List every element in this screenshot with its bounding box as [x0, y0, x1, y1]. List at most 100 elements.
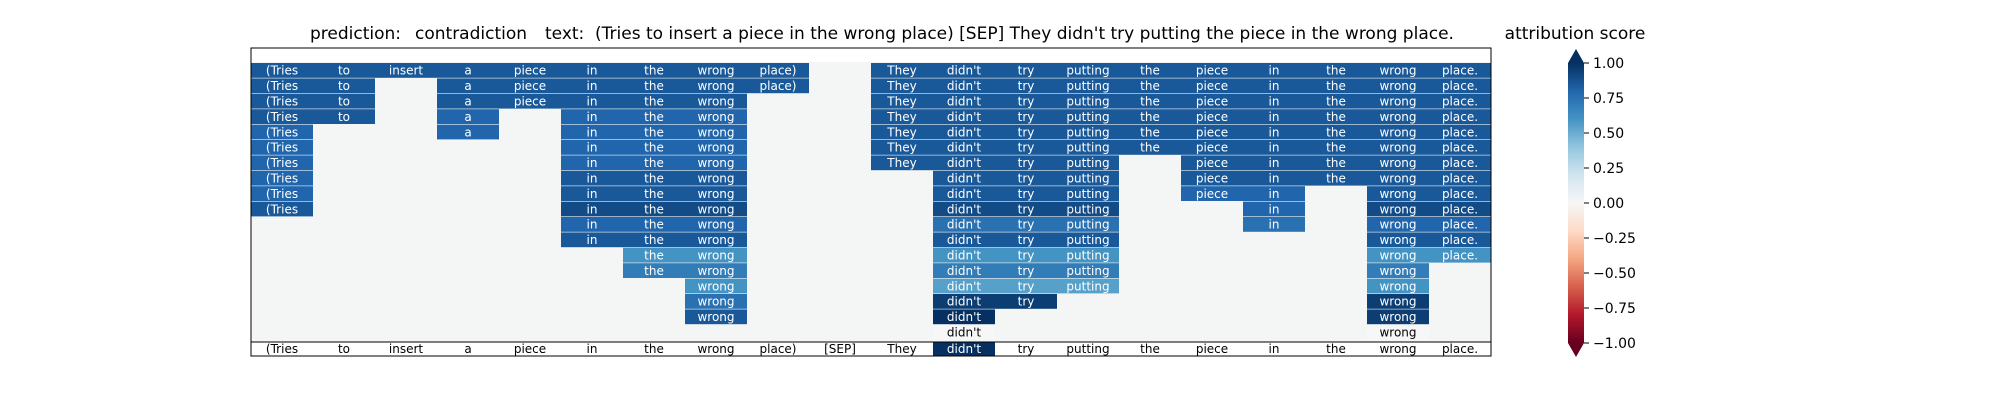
- colorbar-tick-label: −0.50: [1593, 266, 1636, 282]
- bottom-token-label: wrong: [1379, 342, 1416, 356]
- heatmap-cell: [995, 294, 1057, 309]
- heatmap-cell-label: try: [1018, 141, 1035, 155]
- heatmap-cell: [933, 263, 995, 278]
- heatmap-cell-label: wrong: [697, 202, 734, 216]
- heatmap-cell-label: putting: [1066, 110, 1109, 124]
- heatmap-cell: [1119, 63, 1181, 78]
- bottom-token-label: to: [338, 342, 350, 356]
- heatmap-cell-label: the: [644, 95, 664, 109]
- bottom-token-cell: [1181, 342, 1243, 356]
- heatmap-cell: [251, 78, 313, 94]
- heatmap-cell-label: in: [587, 187, 598, 201]
- heatmap-cell: [623, 201, 685, 217]
- heatmap-cell: [561, 124, 623, 140]
- heatmap-cell-label: the: [1326, 172, 1346, 186]
- heatmap-cell-label: a: [464, 110, 471, 124]
- bottom-token-cell: [871, 342, 933, 356]
- heatmap-cell: [623, 140, 685, 155]
- colorbar-tick-label: 0.50: [1593, 126, 1624, 142]
- heatmap-cell-label: wrong: [1379, 125, 1416, 139]
- bottom-token-cell: [995, 342, 1057, 356]
- heatmap-cell-label: the: [644, 233, 664, 247]
- heatmap-cell-label: try: [1018, 249, 1035, 263]
- bottom-token-cell: [747, 342, 809, 356]
- heatmap-cell: [995, 124, 1057, 140]
- bottom-token-cell: [623, 342, 685, 356]
- heatmap-cell: [1305, 93, 1367, 109]
- heatmap-cell: [933, 78, 995, 94]
- heatmap-cell: [1367, 324, 1429, 340]
- heatmap-cell-label: They: [886, 110, 916, 124]
- heatmap-cell: [1367, 217, 1429, 232]
- heatmap-cell: [685, 217, 747, 232]
- heatmap-cell: [685, 294, 747, 309]
- heatmap-cell-label: the: [1326, 95, 1346, 109]
- heatmap-cell-label: the: [1326, 141, 1346, 155]
- heatmap-cell: [561, 201, 623, 217]
- colorbar-extend-bottom: [1568, 343, 1584, 357]
- bottom-token-label: place.: [1442, 342, 1478, 356]
- heatmap-cell: [1057, 201, 1119, 217]
- heatmap-cell-label: in: [1269, 141, 1280, 155]
- heatmap-frame: [250, 47, 1492, 357]
- heatmap-cell-label: wrong: [697, 79, 734, 93]
- prediction-value: contradiction: [415, 24, 527, 44]
- bottom-token-label: piece: [514, 342, 546, 356]
- bottom-token-label: [SEP]: [824, 342, 856, 356]
- heatmap-cell-label: They: [886, 141, 916, 155]
- heatmap-cell: [251, 155, 313, 171]
- heatmap-cell-label: wrong: [1379, 295, 1416, 309]
- heatmap-cell: [437, 78, 499, 94]
- heatmap-cell-label: wrong: [697, 125, 734, 139]
- heatmap-cell-label: the: [644, 187, 664, 201]
- heatmap-cell: [623, 217, 685, 232]
- title-group: prediction: contradiction text: (Tries t…: [310, 24, 1454, 44]
- heatmap-cell: [1243, 170, 1305, 186]
- bottom-token-cell: [1243, 342, 1305, 356]
- heatmap-cell: [1057, 263, 1119, 278]
- heatmap-cell: [561, 170, 623, 186]
- heatmap-cell: [623, 247, 685, 263]
- heatmap-cell-label: putting: [1066, 279, 1109, 293]
- heatmap-cell: [995, 201, 1057, 217]
- heatmap-cell-label: (Tries: [266, 156, 298, 170]
- heatmap-cell: [1429, 186, 1491, 201]
- heatmap-cell-label: putting: [1066, 249, 1109, 263]
- heatmap-cell-label: putting: [1066, 233, 1109, 247]
- heatmap-cell-label: wrong: [697, 218, 734, 232]
- heatmap-cell: [995, 278, 1057, 294]
- heatmap-cell-label: putting: [1066, 156, 1109, 170]
- heatmap-cell: [685, 186, 747, 201]
- heatmap-cell: [1243, 78, 1305, 94]
- heatmap-cell-label: wrong: [697, 310, 734, 324]
- heatmap-cell: [933, 124, 995, 140]
- heatmap-cell: [1057, 63, 1119, 78]
- heatmap-cell-label: wrong: [697, 64, 734, 78]
- heatmap-cell-label: (Tries: [266, 79, 298, 93]
- heatmap-cell-label: in: [587, 64, 598, 78]
- heatmap-cell-label: in: [587, 110, 598, 124]
- heatmap-cell-label: wrong: [1379, 110, 1416, 124]
- heatmap-cell: [1367, 309, 1429, 325]
- heatmap-cell: [995, 63, 1057, 78]
- heatmap-cell: [933, 93, 995, 109]
- heatmap-cell-label: place.: [1442, 202, 1478, 216]
- heatmap-cell-label: place.: [1442, 187, 1478, 201]
- heatmap-cell: [1305, 170, 1367, 186]
- heatmap-cell-label: (Tries: [266, 141, 298, 155]
- heatmap-cell-label: didn't: [947, 95, 981, 109]
- heatmap-cell-label: try: [1018, 233, 1035, 247]
- heatmap-cell-label: They: [886, 125, 916, 139]
- bottom-token-label: putting: [1066, 342, 1109, 356]
- heatmap-cell-label: the: [644, 125, 664, 139]
- bottom-token-label: They: [886, 342, 916, 356]
- heatmap-cell: [1057, 93, 1119, 109]
- heatmap-cell: [437, 124, 499, 140]
- colorbar-title: attribution score: [1505, 24, 1646, 44]
- heatmap-cell-label: (Tries: [266, 95, 298, 109]
- heatmap-cell-label: piece: [1196, 172, 1228, 186]
- heatmap-cell: [995, 263, 1057, 278]
- heatmap-cell: [1119, 140, 1181, 155]
- heatmap-cell-label: in: [1269, 202, 1280, 216]
- colorbar-gradient: [1568, 63, 1584, 343]
